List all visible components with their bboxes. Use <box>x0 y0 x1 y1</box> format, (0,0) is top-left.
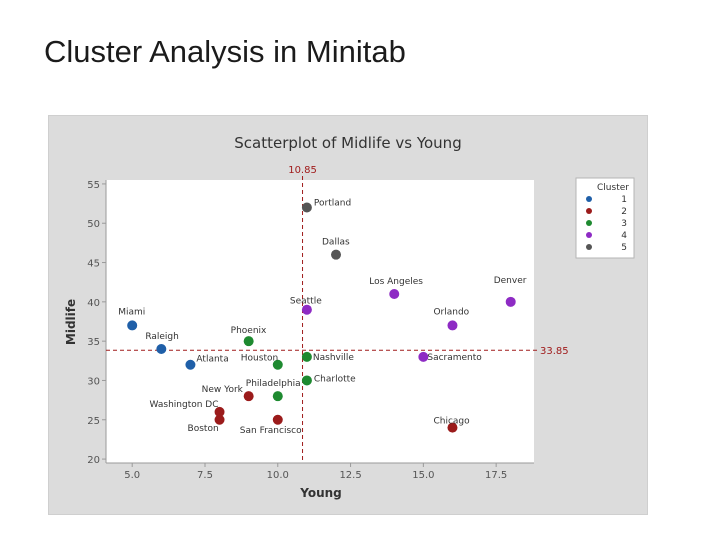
data-point <box>301 304 312 315</box>
chart-title: Scatterplot of Midlife vs Young <box>234 134 461 152</box>
data-point <box>272 414 283 425</box>
legend-marker <box>586 220 592 226</box>
y-tick-label: 40 <box>87 298 100 309</box>
point-label: Houston <box>241 354 278 364</box>
data-point <box>331 249 342 260</box>
data-point <box>505 296 516 307</box>
data-point <box>301 351 312 362</box>
legend-entry: 2 <box>621 207 627 217</box>
y-tick-label: 45 <box>87 259 100 270</box>
point-label: Portland <box>314 199 351 209</box>
data-point <box>447 320 458 331</box>
x-tick-label: 10.0 <box>267 470 289 481</box>
legend-marker <box>586 196 592 202</box>
legend-entry: 1 <box>621 195 627 205</box>
y-tick-label: 55 <box>87 180 100 191</box>
plot-area <box>106 180 534 463</box>
point-label: Orlando <box>433 307 469 317</box>
data-point <box>214 406 225 417</box>
point-label: New York <box>202 385 244 395</box>
legend-marker <box>586 244 592 250</box>
legend-marker <box>586 208 592 214</box>
point-label: Seattle <box>290 297 322 307</box>
data-point <box>156 344 167 355</box>
point-label: Sacramento <box>427 353 482 363</box>
slide-title: Cluster Analysis in Minitab <box>44 34 406 69</box>
y-tick-label: 25 <box>87 416 100 427</box>
legend-entry: 5 <box>621 243 627 253</box>
legend-entry: 3 <box>621 219 627 229</box>
legend-box <box>575 177 635 259</box>
point-label: Los Angeles <box>369 277 423 287</box>
point-label: Raleigh <box>145 332 179 342</box>
point-label: Boston <box>188 424 219 434</box>
data-point <box>389 288 400 299</box>
point-label: Phoenix <box>231 326 267 336</box>
y-tick-label: 30 <box>87 376 100 387</box>
point-label: Nashville <box>313 353 354 363</box>
point-label: Washington DC <box>150 400 219 410</box>
data-point <box>127 320 138 331</box>
data-point <box>272 391 283 402</box>
point-label: Dallas <box>322 238 350 248</box>
x-tick-label: 12.5 <box>339 470 361 481</box>
y-axis-label: Midlife <box>64 299 78 345</box>
point-label: San Francisco <box>240 426 302 436</box>
x-tick-label: 17.5 <box>485 470 507 481</box>
data-point <box>301 375 312 386</box>
y-tick-label: 50 <box>87 219 100 230</box>
data-point <box>447 422 458 433</box>
chart-panel: Scatterplot of Midlife vs Young Young Mi… <box>48 115 648 515</box>
data-point <box>243 336 254 347</box>
x-tick-label: 7.5 <box>197 470 213 481</box>
point-label: Chicago <box>433 417 470 427</box>
legend-entry: 4 <box>621 231 627 241</box>
x-tick-label: 15.0 <box>412 470 434 481</box>
scatterplot: Scatterplot of Midlife vs Young Young Mi… <box>64 134 635 500</box>
point-label: Charlotte <box>314 374 356 384</box>
x-tick-label: 5.0 <box>124 470 140 481</box>
y-tick-label: 20 <box>87 455 100 466</box>
x-reference-label: 10.85 <box>288 165 317 176</box>
data-point <box>272 359 283 370</box>
legend-marker <box>586 232 592 238</box>
data-point <box>243 391 254 402</box>
point-label: Miami <box>118 307 145 317</box>
data-point <box>214 414 225 425</box>
point-label: Denver <box>494 276 527 286</box>
y-tick-label: 35 <box>87 337 100 348</box>
data-point <box>185 359 196 370</box>
data-point <box>301 202 312 213</box>
point-label: Philadelphia <box>246 379 301 389</box>
legend-title: Cluster <box>597 183 629 193</box>
x-axis-label: Young <box>299 486 342 500</box>
point-label: Atlanta <box>196 355 228 365</box>
y-reference-label: 33.85 <box>540 346 569 357</box>
data-point <box>418 351 429 362</box>
